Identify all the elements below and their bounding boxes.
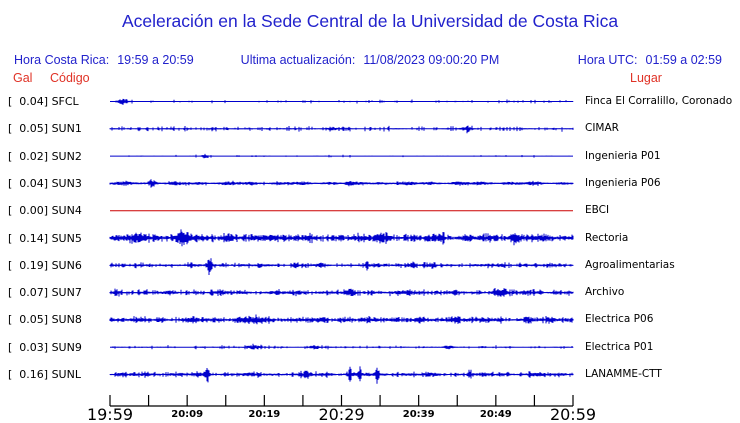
x-axis-tick-label: 20:39 (403, 409, 435, 420)
station-trace-waveform (110, 343, 574, 350)
last-update-label: Ultima actualización: (240, 53, 356, 67)
station-trace-waveform (109, 314, 574, 325)
station-gal-code-label: [ 0.19] SUN6 (8, 258, 82, 272)
column-header-codigo: Código (50, 71, 90, 85)
station-gal-code-label: [ 0.00] SUN4 (8, 204, 82, 218)
hora-costa-rica: Hora Costa Rica: 19:59 a 20:59 (14, 53, 194, 67)
station-trace-waveform (109, 229, 574, 247)
header-info-row: Hora Costa Rica: 19:59 a 20:59 Ultima act… (0, 53, 740, 69)
station-place-label: LANAMME-CTT (585, 368, 662, 380)
station-trace-waveform (109, 179, 574, 188)
station-place-label: Agroalimentarias (585, 258, 675, 271)
page-title: Aceleración en la Sede Central de la Uni… (121, 11, 619, 31)
station-gal-code-label: [ 0.04] SFCL (8, 95, 79, 108)
station-place-label: CIMAR (585, 122, 619, 135)
station-place-label: Electrica P06 (585, 313, 654, 326)
station-gal-code-label: [ 0.02] SUN2 (8, 149, 82, 163)
station-gal-code-label: [ 0.05] SUN8 (8, 313, 82, 327)
hora-costa-rica-value: 19:59 a 20:59 (117, 53, 194, 67)
x-axis-tick-label: 20:59 (550, 405, 596, 423)
station-gal-code-label: [ 0.03] SUN9 (8, 340, 82, 354)
x-axis-tick-label: 20:19 (248, 409, 280, 420)
hora-utc-label: Hora UTC: (577, 53, 638, 67)
station-gal-code-label: [ 0.05] SUN1 (8, 122, 82, 136)
x-axis-tick-label: 20:09 (171, 409, 203, 420)
station-place-label: Finca El Corralillo, Coronado (585, 95, 733, 107)
x-axis-tick-label: 20:49 (480, 409, 512, 420)
station-trace-waveform (109, 125, 574, 134)
x-axis-tick-label: 20:29 (318, 405, 364, 423)
station-place-label: Electrica P01 (585, 340, 654, 353)
hora-utc-value: 01:59 a 02:59 (645, 53, 722, 67)
hora-utc: Hora UTC: 01:59 a 02:59 (578, 53, 722, 67)
station-place-label: Archivo (585, 286, 625, 299)
station-place-label: Ingenieria P06 (585, 176, 661, 189)
column-header-lugar: Lugar (630, 71, 662, 85)
last-update: Ultima actualización: 11/08/2023 09:00:20… (0, 53, 740, 67)
column-headers-row: Gal Código Lugar (0, 71, 740, 87)
column-header-gal: Gal (13, 71, 33, 85)
station-trace-waveform (110, 98, 574, 105)
station-trace-waveform (109, 258, 574, 275)
station-place-label: EBCI (585, 204, 610, 217)
station-place-label: Rectoria (585, 231, 629, 244)
station-gal-code-label: [ 0.04] SUN3 (8, 176, 82, 190)
station-trace-waveform (109, 288, 574, 297)
x-axis-tick-label: 19:59 (87, 405, 133, 423)
hora-costa-rica-label: Hora Costa Rica: (14, 53, 110, 67)
station-gal-code-label: [ 0.16] SUNL (8, 368, 81, 381)
station-place-label: Ingenieria P01 (585, 149, 661, 162)
station-trace-waveform (109, 366, 574, 384)
station-trace-waveform (128, 153, 570, 159)
station-gal-code-label: [ 0.14] SUN5 (8, 231, 82, 245)
last-update-value: 11/08/2023 09:00:20 PM (363, 53, 500, 67)
station-gal-code-label: [ 0.07] SUN7 (8, 286, 82, 300)
